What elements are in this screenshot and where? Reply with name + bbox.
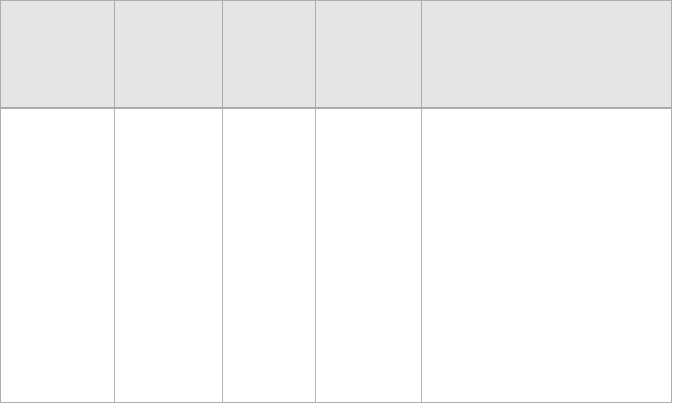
body-cell-1 <box>0 107 115 403</box>
body-cell-2 <box>114 107 223 403</box>
header-cell-1 <box>0 0 115 109</box>
header-cell-3 <box>222 0 316 109</box>
body-cell-5 <box>421 107 672 403</box>
header-cell-4 <box>315 0 422 109</box>
header-cell-5 <box>421 0 672 109</box>
table-row <box>0 107 672 403</box>
body-cell-4 <box>315 107 422 403</box>
header-row <box>0 0 672 109</box>
body-cell-3 <box>222 107 316 403</box>
header-cell-2 <box>114 0 223 109</box>
